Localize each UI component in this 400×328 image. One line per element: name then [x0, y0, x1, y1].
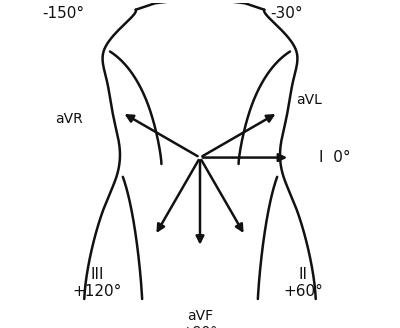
Text: aVR: aVR — [55, 112, 83, 126]
Text: II
+60°: II +60° — [283, 267, 323, 299]
Text: -30°: -30° — [271, 7, 303, 22]
Text: III
+120°: III +120° — [72, 267, 122, 299]
Text: aVL: aVL — [296, 93, 322, 107]
Text: aVF
+90°: aVF +90° — [182, 309, 218, 328]
Text: -150°: -150° — [42, 7, 85, 22]
Text: I  0°: I 0° — [320, 150, 351, 165]
